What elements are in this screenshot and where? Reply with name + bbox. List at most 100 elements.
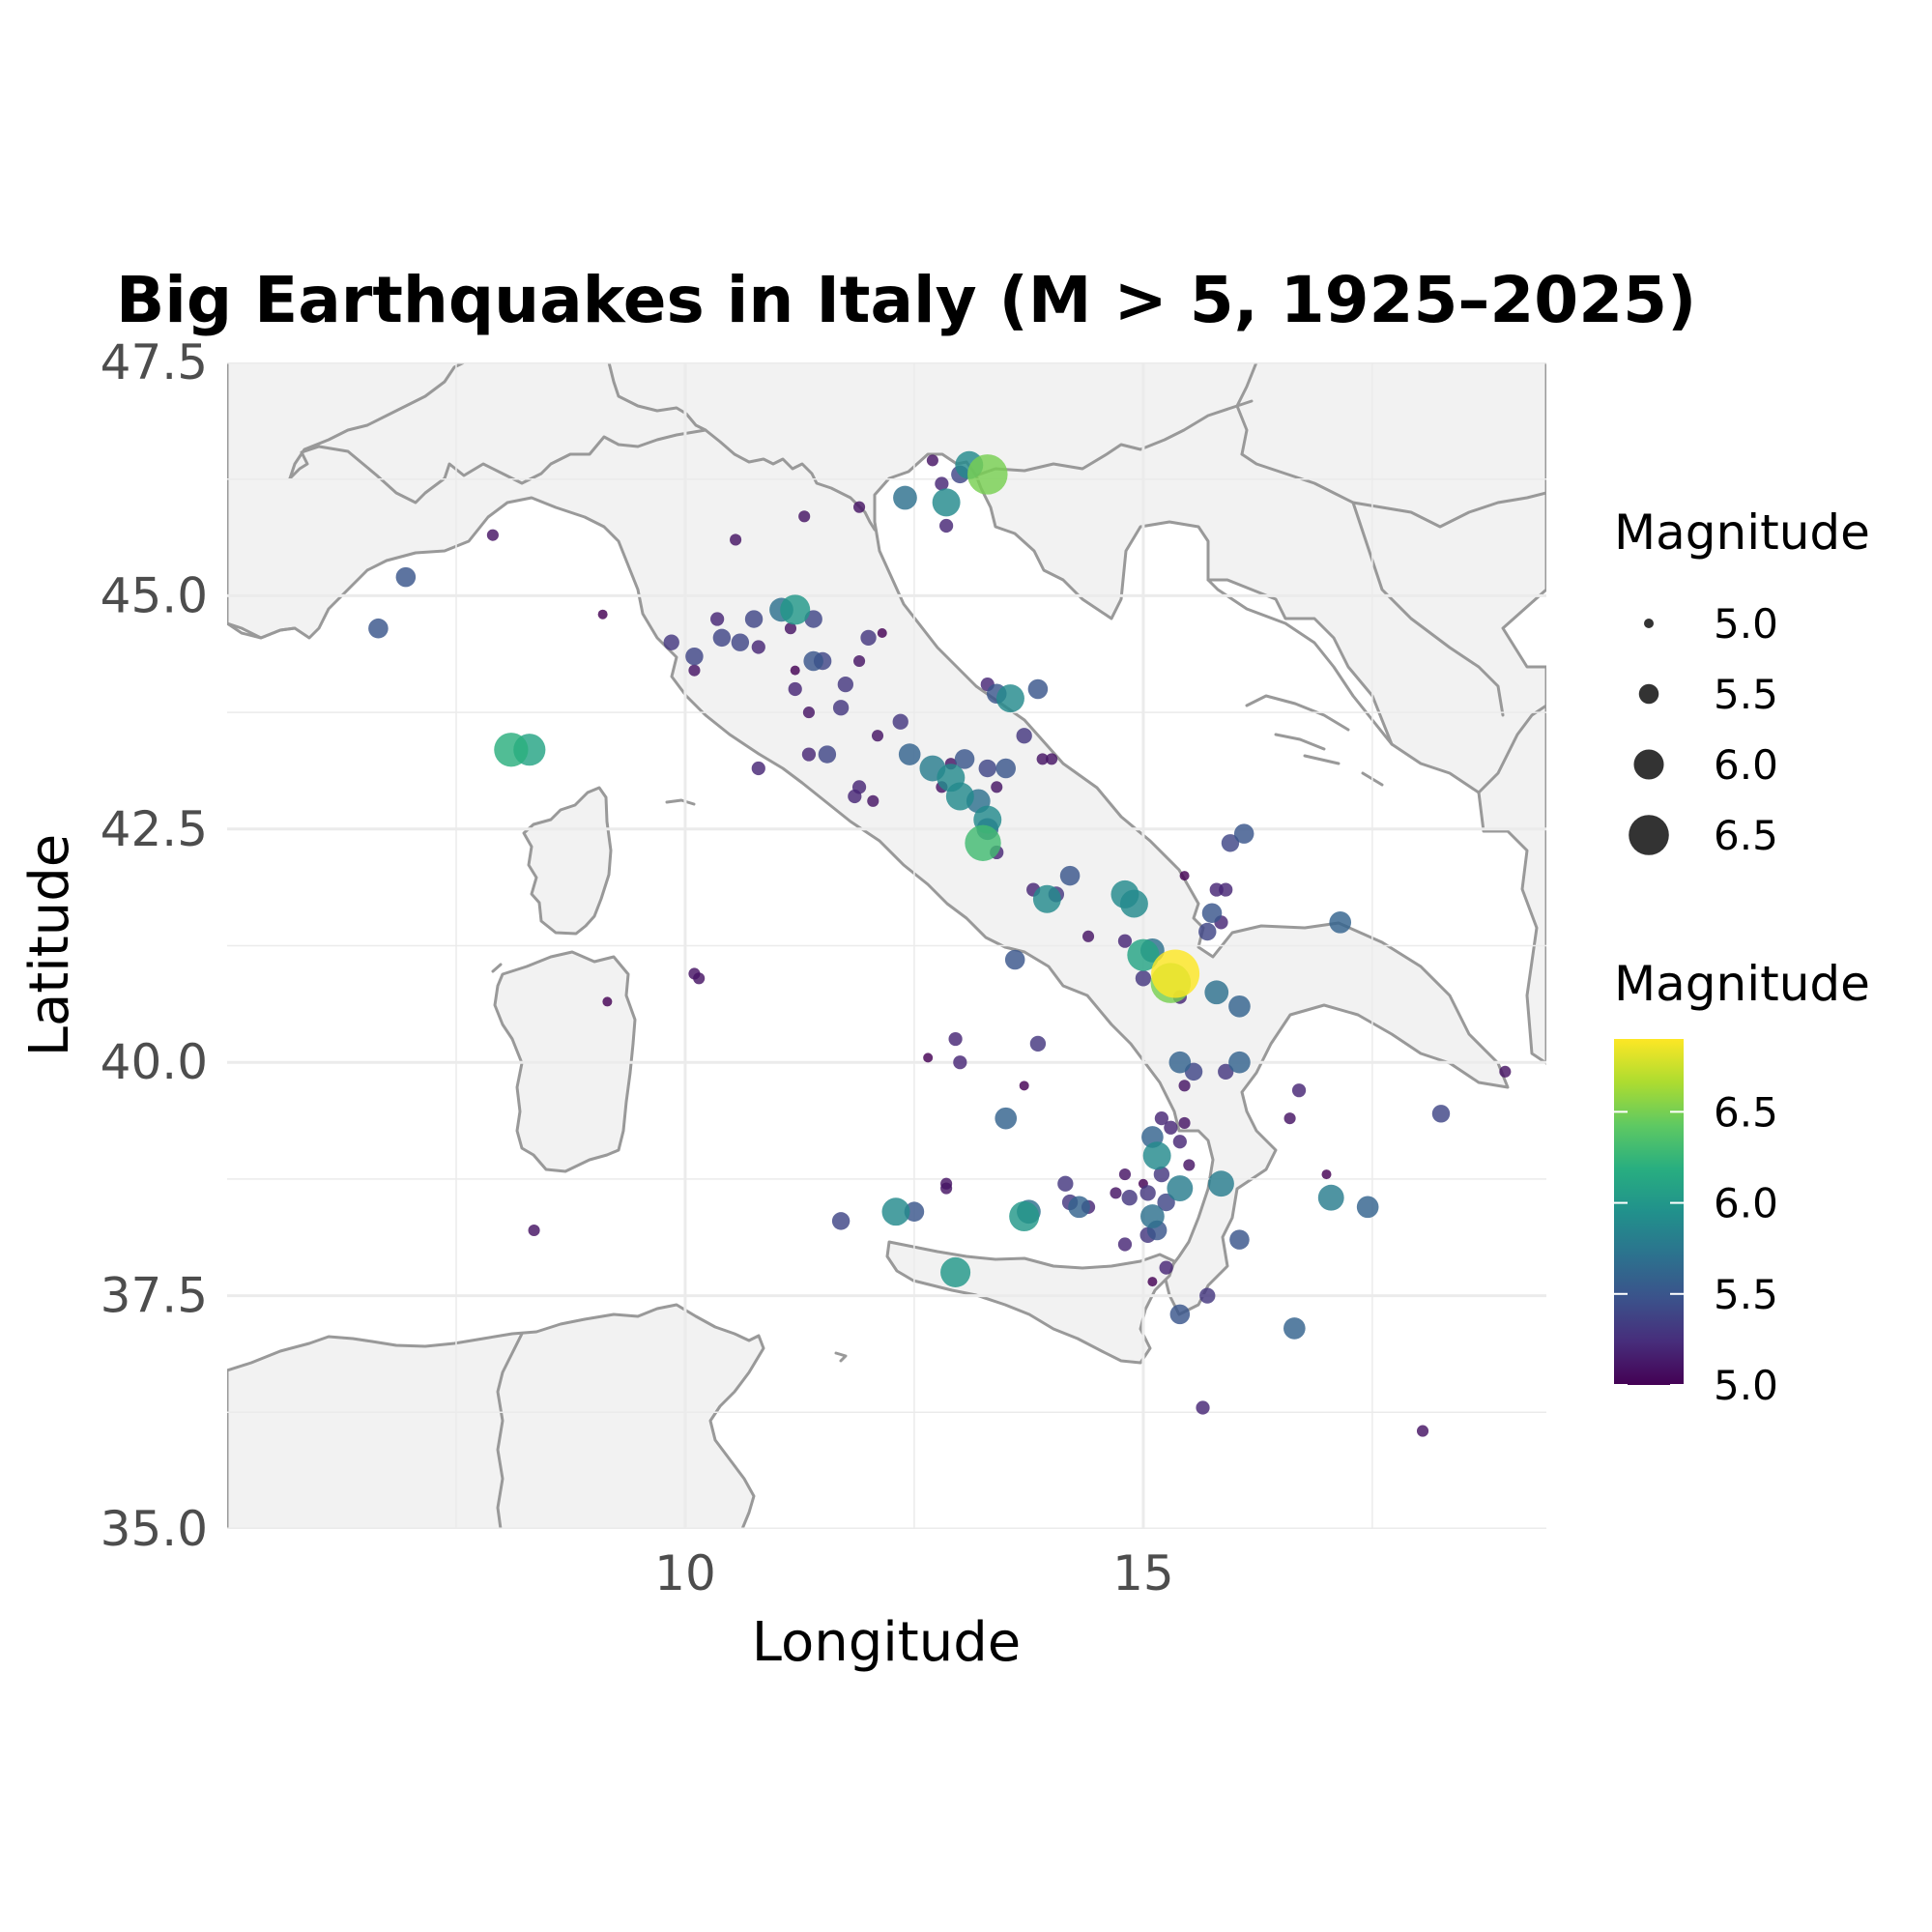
earthquake-point (751, 761, 765, 776)
earthquake-point (1154, 1111, 1168, 1126)
earthquake-point (1196, 1400, 1210, 1415)
earthquake-point (966, 454, 1008, 495)
earthquake-point (788, 681, 802, 697)
earthquake-point (780, 594, 811, 625)
earthquake-point (848, 789, 862, 804)
algeria-tunisia-border (496, 1332, 524, 1529)
earthquake-point (1046, 753, 1058, 765)
size-legend-key (1629, 815, 1669, 855)
y-axis-ticks: 35.0 37.5 40.0 42.5 45.0 47.5 (101, 334, 208, 1557)
earthquake-point (954, 749, 975, 769)
earthquake-point (1139, 1185, 1156, 1201)
bosnia-serbia-border (1351, 501, 1505, 717)
x-tick-label: 10 (654, 1545, 716, 1601)
earthquake-point (597, 609, 608, 620)
earthquake-point (1009, 1200, 1040, 1232)
earthquake-point (945, 782, 974, 811)
y-tick-label: 45.0 (101, 567, 208, 623)
earthquake-point (867, 794, 879, 807)
earthquake-point (802, 706, 815, 719)
earthquake-point (1004, 949, 1025, 970)
earthquake-point (803, 650, 823, 672)
earthquake-point (1164, 1120, 1178, 1135)
earthquake-point (1019, 1081, 1029, 1091)
y-axis-title: Latitude (18, 834, 81, 1056)
pantelleria-island (834, 1351, 848, 1363)
earthquake-point (663, 634, 679, 650)
earthquake-point (395, 566, 417, 588)
earthquake-point (923, 1053, 934, 1063)
colorbar-label: 5.5 (1714, 1271, 1778, 1318)
earthquake-point (939, 518, 954, 533)
earthquake-point (1416, 1425, 1429, 1437)
earthquake-point (486, 529, 499, 541)
color-legend-ticks: 5.0 5.5 6.0 6.5 (1614, 1088, 1778, 1409)
size-legend-key (1633, 749, 1664, 780)
size-legend-key (1644, 619, 1654, 628)
adriatic-islands (1245, 694, 1384, 787)
earthquake-point (935, 476, 949, 491)
earthquake-point (801, 747, 817, 762)
montenegro-albania-border (1477, 704, 1546, 794)
y-tick-label: 35.0 (101, 1501, 208, 1557)
earthquake-point (1179, 871, 1190, 881)
earthquake-point (1153, 1166, 1170, 1183)
earthquake-point (1140, 1204, 1165, 1228)
austria-hungary-border (1235, 362, 1258, 456)
earthquake-point (1169, 1304, 1191, 1325)
earthquake-point (730, 533, 742, 546)
earthquake-point (1178, 1116, 1191, 1130)
earthquake-point (1221, 834, 1240, 852)
x-axis-ticks: 10 15 (654, 1545, 1174, 1601)
earthquake-point (1201, 903, 1223, 923)
alpine-border (288, 428, 877, 532)
earthquake-point (1199, 1287, 1216, 1304)
france-spain-coast (227, 621, 297, 640)
elba-island (665, 798, 696, 806)
earthquake-point (1151, 949, 1200, 998)
earthquake-point (1147, 1277, 1158, 1287)
earthquake-point (881, 1197, 910, 1226)
earthquake-point (1135, 970, 1152, 987)
chart-title: Big Earthquakes in Italy (M > 5, 1925–20… (116, 263, 1696, 337)
earthquake-point (860, 629, 877, 647)
earthquake-point (978, 759, 996, 778)
earthquake-point (853, 654, 866, 668)
europe-mainland-land (227, 362, 1546, 1316)
earthquake-point (1317, 1184, 1344, 1211)
earthquake-point (1157, 1193, 1175, 1212)
earthquake-point (995, 1107, 1018, 1130)
earthquake-point (1208, 1170, 1234, 1197)
size-legend-label: 6.5 (1714, 812, 1778, 859)
earthquake-point (1167, 1175, 1194, 1201)
earthquake-point (1068, 1196, 1090, 1219)
earthquake-point (1142, 1141, 1171, 1170)
earthquake-point (1329, 911, 1352, 934)
earthquake-point (710, 612, 725, 626)
earthquake-point (1218, 1063, 1234, 1081)
earthquake-point (731, 633, 750, 651)
earthquake-point (965, 824, 1001, 861)
earthquake-point (494, 733, 529, 767)
earthquake-point (1119, 889, 1148, 918)
earthquake-point (995, 684, 1024, 713)
earthquake-point (1204, 980, 1229, 1005)
north-africa-land (227, 1303, 765, 1529)
earthquake-point (892, 713, 908, 730)
earthquake-point (818, 745, 837, 764)
earthquake-point (1036, 753, 1049, 765)
colorbar-label: 6.5 (1714, 1088, 1778, 1136)
y-tick-label: 47.5 (101, 334, 208, 390)
earthquake-point (1059, 865, 1081, 886)
size-legend-items: 5.0 5.5 6.0 6.5 (1629, 600, 1778, 859)
earthquake-point (602, 996, 613, 1007)
earthquake-point (1057, 1175, 1074, 1192)
size-legend-label: 6.0 (1714, 741, 1778, 789)
earthquake-point (1081, 930, 1095, 942)
earthquake-point (940, 1177, 953, 1190)
earthquake-point (784, 622, 797, 635)
earthquake-point (1118, 1168, 1132, 1181)
earthquake-point (871, 730, 884, 742)
earthquake-point (712, 628, 732, 648)
